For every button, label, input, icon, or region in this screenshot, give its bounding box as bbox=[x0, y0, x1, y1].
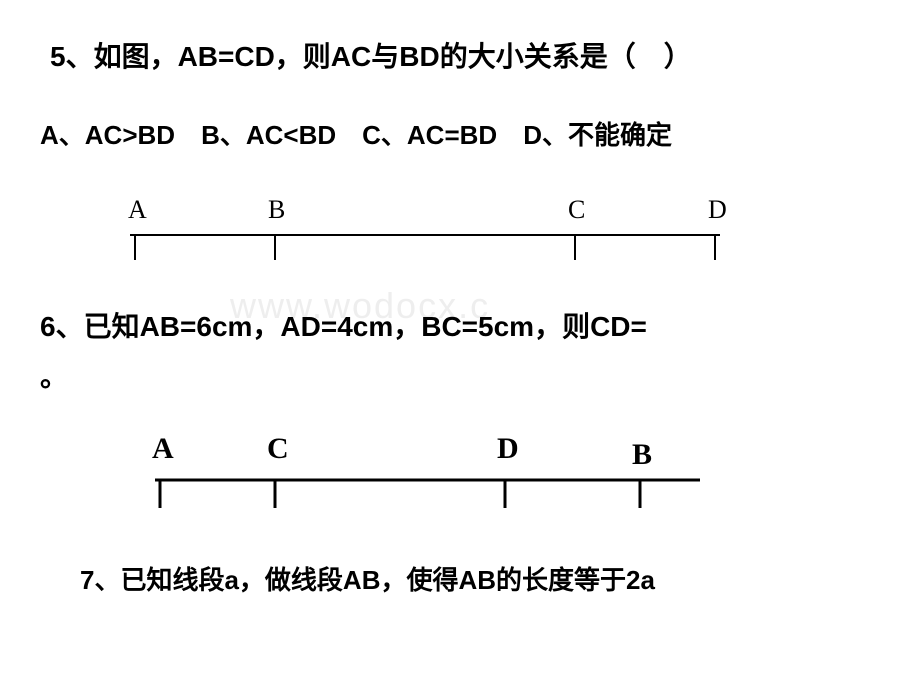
q6-label-d: D bbox=[497, 432, 519, 466]
q6-text-line1: 6、已知AB=6cm，AD=4cm，BC=5cm，则CD= bbox=[40, 305, 647, 345]
q6-text-line2: 。 bbox=[40, 355, 68, 395]
q6-label-b: B bbox=[632, 438, 652, 472]
q5-text: 5、如图，AB=CD，则AC与BD的大小关系是（ ） bbox=[50, 35, 692, 75]
q6-label-c: C bbox=[267, 432, 289, 466]
q7-text: 7、已知线段a，做线段AB，使得AB的长度等于2a bbox=[80, 560, 655, 597]
q5-label-b: B bbox=[268, 195, 285, 225]
q6-label-a: A bbox=[152, 432, 174, 466]
q5-label-d: D bbox=[708, 195, 727, 225]
q5-label-a: A bbox=[128, 195, 147, 225]
q5-options: A、AC>BD B、AC<BD C、AC=BD D、不能确定 bbox=[40, 115, 672, 152]
q5-label-c: C bbox=[568, 195, 585, 225]
